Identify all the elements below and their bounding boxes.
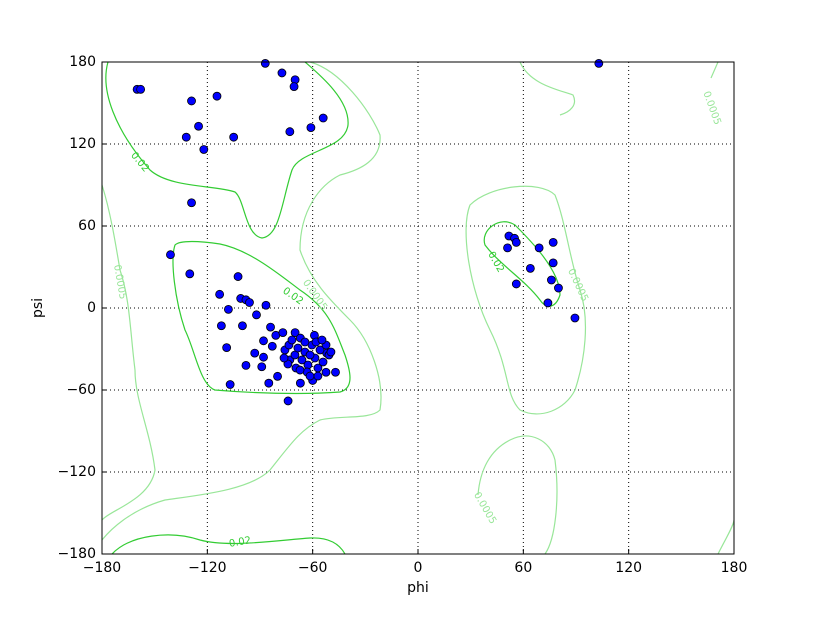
- point: [259, 336, 268, 346]
- x-tick-label: 120: [615, 560, 642, 576]
- x-tick-label: 180: [721, 560, 748, 576]
- point: [331, 367, 340, 377]
- x-axis-label: phi: [407, 580, 429, 596]
- point: [295, 378, 305, 388]
- point: [318, 113, 328, 123]
- point: [261, 300, 271, 310]
- point: [554, 283, 563, 293]
- point: [306, 123, 316, 132]
- point: [305, 350, 315, 360]
- point: [594, 58, 604, 68]
- point: [295, 365, 305, 375]
- x-tick-label: 60: [514, 560, 532, 576]
- y-tick-label: −120: [58, 464, 96, 480]
- point: [543, 298, 553, 308]
- point: [317, 335, 327, 345]
- point: [278, 328, 288, 338]
- point: [318, 357, 328, 367]
- point: [285, 127, 295, 137]
- point: [259, 352, 268, 362]
- point: [238, 321, 247, 331]
- point: [547, 275, 556, 285]
- point: [260, 58, 270, 68]
- point: [305, 371, 315, 381]
- contour-line: [710, 62, 719, 79]
- point: [279, 353, 289, 363]
- contour-line: [105, 62, 349, 239]
- y-tick-label: 120: [69, 136, 96, 152]
- contour-line: [172, 240, 351, 395]
- point: [225, 380, 235, 389]
- y-tick-label: 0: [87, 300, 96, 316]
- point: [250, 348, 260, 358]
- point: [300, 337, 310, 347]
- point: [266, 322, 275, 332]
- point: [264, 378, 274, 388]
- point: [257, 362, 267, 372]
- point: [290, 328, 300, 338]
- contour-line: [102, 184, 156, 521]
- point: [326, 347, 336, 357]
- y-axis-label: psi: [30, 298, 46, 318]
- point: [245, 298, 254, 307]
- point: [503, 243, 512, 253]
- ticks: −180 −120 −60 0 60 120 180 −180 −120 −60 0 60 120 180: [58, 54, 748, 576]
- point: [199, 145, 209, 154]
- point: [187, 198, 196, 208]
- contours: [102, 62, 734, 554]
- point: [241, 360, 251, 370]
- point: [194, 121, 203, 131]
- point: [511, 237, 521, 247]
- y-tick-label: −180: [58, 546, 96, 562]
- point: [321, 367, 331, 377]
- contour-line: [111, 534, 346, 554]
- contour-line: [483, 221, 561, 307]
- x-tick-label: 0: [414, 560, 423, 576]
- point: [222, 343, 232, 353]
- point: [252, 310, 261, 320]
- contour-line: [519, 62, 576, 116]
- x-tick-label: −180: [83, 560, 121, 576]
- point: [315, 345, 325, 355]
- contour-line: [465, 185, 587, 415]
- point: [548, 237, 558, 247]
- point: [273, 371, 282, 381]
- contour-line: [102, 62, 382, 541]
- point: [570, 313, 580, 323]
- point: [293, 343, 303, 353]
- point: [216, 321, 226, 331]
- point: [223, 304, 233, 314]
- point: [215, 289, 225, 299]
- y-tick-label: −60: [66, 382, 96, 398]
- point: [229, 132, 239, 142]
- point: [289, 82, 299, 91]
- point: [548, 258, 558, 268]
- contour-label: 0.02: [228, 535, 252, 550]
- x-tick-label: −60: [298, 560, 328, 576]
- point: [212, 91, 222, 101]
- y-tick-label: 60: [78, 218, 96, 234]
- point: [297, 355, 307, 365]
- point: [287, 335, 297, 345]
- contour-line: [477, 435, 558, 554]
- point: [525, 263, 535, 273]
- point: [187, 96, 196, 106]
- point: [277, 68, 287, 78]
- point: [534, 243, 544, 253]
- y-tick-label: 180: [69, 54, 96, 70]
- point: [136, 84, 146, 94]
- x-tick-label: −120: [188, 560, 226, 576]
- point: [185, 269, 195, 279]
- point: [166, 250, 175, 260]
- point: [313, 371, 323, 381]
- point: [267, 341, 277, 351]
- point: [511, 279, 521, 289]
- point: [233, 272, 243, 281]
- points: [132, 58, 604, 406]
- point: [181, 132, 191, 142]
- point: [283, 396, 293, 406]
